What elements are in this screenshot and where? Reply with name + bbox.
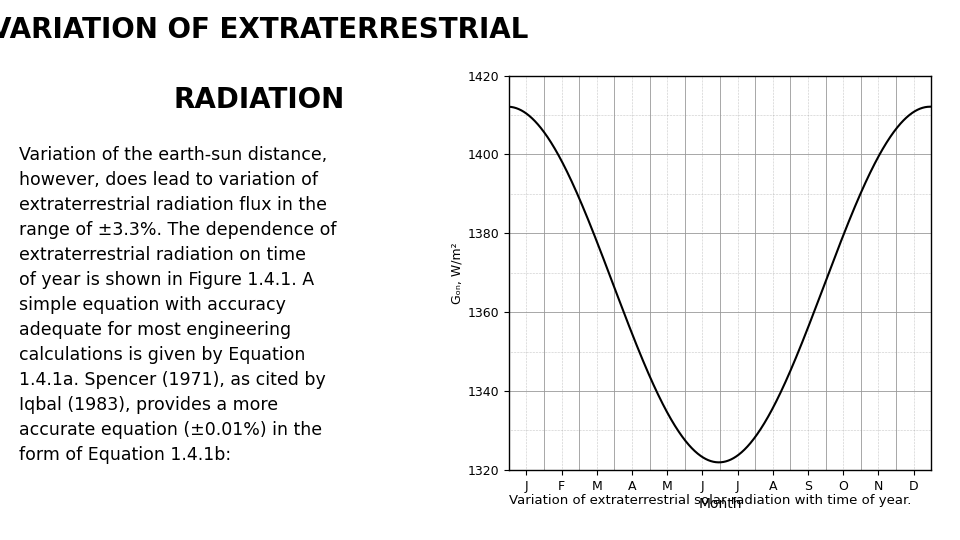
Text: Variation of the earth-sun distance,
however, does lead to variation of
extrater: Variation of the earth-sun distance, how… <box>19 146 337 464</box>
Y-axis label: Gₒₙ, W/m²: Gₒₙ, W/m² <box>450 242 463 303</box>
Text: VARIATION OF EXTRATERRESTRIAL: VARIATION OF EXTRATERRESTRIAL <box>0 16 528 44</box>
Text: RADIATION: RADIATION <box>174 86 345 114</box>
Text: Variation of extraterrestrial solar radiation with time of year.: Variation of extraterrestrial solar radi… <box>509 494 911 507</box>
X-axis label: Month: Month <box>698 497 742 511</box>
